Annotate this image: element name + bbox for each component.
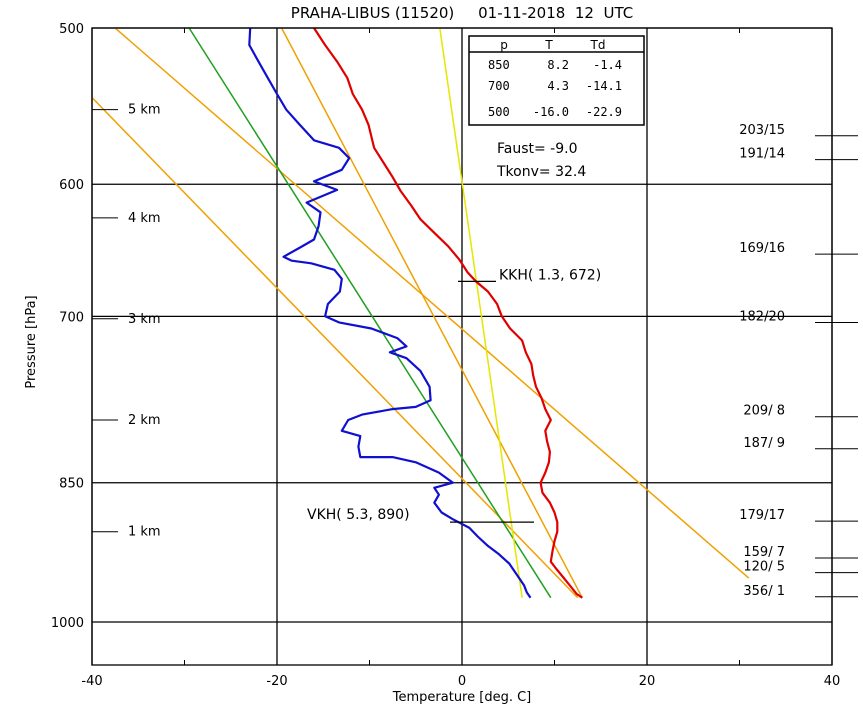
wind-labels: 203/15 191/14 169/16 182/20 209/ 8 187/ 9 179/… xyxy=(739,123,858,599)
height-label: 1 km xyxy=(128,525,161,540)
x-tick-label: -40 xyxy=(81,674,102,689)
wind-label: 182/20 xyxy=(739,309,785,324)
table-cell: -14.1 xyxy=(586,79,622,93)
table-cell: -16.0 xyxy=(533,105,569,119)
wind-label: 187/ 9 xyxy=(743,436,785,451)
series-lines xyxy=(248,27,583,599)
x-tick-label: 0 xyxy=(458,674,466,689)
wind-label: 209/ 8 xyxy=(743,404,785,419)
data-table: p T Td 850 8.2 -1.4 700 4.3 -14.1 500 -16.0 -22.9 xyxy=(468,35,645,126)
y-tick-label: 500 xyxy=(59,22,84,37)
orange-line-2 xyxy=(280,28,583,599)
wind-label: 179/17 xyxy=(739,508,785,523)
table-header: p xyxy=(500,38,508,52)
x-tick-label: 20 xyxy=(639,674,656,689)
wind-label: 203/15 xyxy=(739,123,785,138)
series-dew-point xyxy=(248,27,532,599)
kkh-label: KKH( 1.3, 672) xyxy=(499,267,601,283)
index-label: Faust= -9.0 xyxy=(497,141,578,157)
chart-title: PRAHA-LIBUS (11520) 01-11-2018 12 UTC xyxy=(291,4,633,22)
wind-label: 159/ 7 xyxy=(743,545,785,560)
wind-label: 191/14 xyxy=(739,147,785,162)
stability-indices: Faust= -9.0 Tkonv= 32.4 xyxy=(496,141,586,180)
reference-lines xyxy=(92,28,750,599)
table-box xyxy=(468,35,645,126)
table-cell: 700 xyxy=(488,79,510,93)
table-cell: 500 xyxy=(488,105,510,119)
x-tick-label: 40 xyxy=(824,674,841,689)
y-tick-label: 1000 xyxy=(51,616,84,631)
table-cell: -22.9 xyxy=(586,105,622,119)
height-labels: 5 km 4 km 3 km 2 km 1 km xyxy=(92,103,161,540)
table-cell: 4.3 xyxy=(547,79,569,93)
table-header: Td xyxy=(590,38,606,52)
annotations: KKH( 1.3, 672) VKH( 5.3, 890) xyxy=(307,267,601,523)
wind-label: 120/ 5 xyxy=(743,560,785,575)
green-line xyxy=(188,28,552,599)
height-label: 2 km xyxy=(128,413,161,428)
orange-line-1 xyxy=(114,28,750,579)
vkh-label: VKH( 5.3, 890) xyxy=(307,507,410,523)
height-label: 3 km xyxy=(128,312,161,327)
series-temperature xyxy=(313,27,583,599)
table-cell: -1.4 xyxy=(593,58,622,72)
wind-label: 169/16 xyxy=(739,241,785,256)
x-axis-label: Temperature [deg. C] xyxy=(392,690,531,705)
x-tick-label: -20 xyxy=(266,674,287,689)
orange-line-3 xyxy=(92,96,579,599)
table-header: T xyxy=(544,38,553,52)
grid-lines xyxy=(91,27,833,665)
axes: -40 -20 0 20 40 500 600 700 850 1000 xyxy=(51,22,840,689)
index-label: Tkonv= 32.4 xyxy=(496,164,586,180)
y-tick-label: 700 xyxy=(59,310,84,325)
y-axis-label: Pressure [hPa] xyxy=(24,295,39,388)
table-cell: 850 xyxy=(488,58,510,72)
height-label: 4 km xyxy=(128,211,161,226)
table-cell: 8.2 xyxy=(547,58,569,72)
wind-label: 356/ 1 xyxy=(743,584,785,599)
yellow-line xyxy=(439,28,523,598)
y-tick-label: 850 xyxy=(59,477,84,492)
height-label: 5 km xyxy=(128,103,161,118)
y-tick-label: 600 xyxy=(59,178,84,193)
